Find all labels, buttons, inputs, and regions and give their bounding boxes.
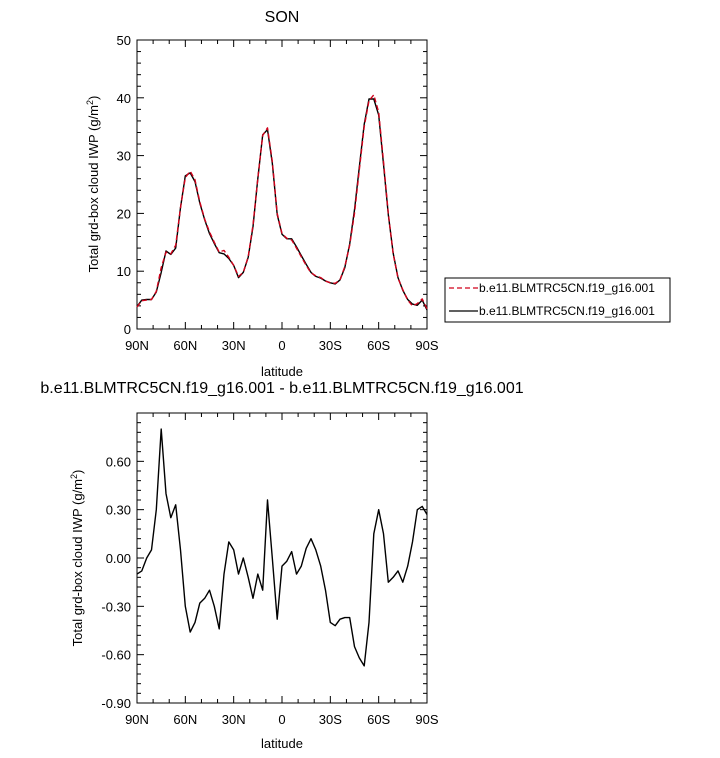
top-plot-frame <box>136 39 428 330</box>
top-legend: b.e11.BLMTRC5CN.f19_g16.001 b.e11.BLMTRC… <box>444 277 671 323</box>
top-x-tick-label: 90S <box>415 338 438 353</box>
bottom-y-tick-label: -0.30 <box>101 599 131 614</box>
bottom-y-tick-label: -0.90 <box>101 696 131 711</box>
top-y-tick-label: 40 <box>117 91 131 106</box>
bottom-series-line-1 <box>136 428 428 667</box>
top-y-tick-label: 10 <box>117 264 131 279</box>
bottom-y-tick-label: 0.00 <box>106 551 131 566</box>
top-y-tick-label: 50 <box>117 33 131 48</box>
bottom-y-label-sup: 2 <box>69 474 79 479</box>
bottom-x-tick-label: 60N <box>173 712 197 727</box>
bottom-chart-title: b.e11.BLMTRC5CN.f19_g16.001 - b.e11.BLMT… <box>40 380 523 397</box>
top-x-tick-label: 60S <box>367 338 390 353</box>
top-chart: SON 0 10 20 30 40 50 90N 60N 30N 0 30S 60S 90S lati… <box>85 9 671 379</box>
bottom-x-tick-label: 90S <box>415 712 438 727</box>
top-y-tick-label: 20 <box>117 206 131 221</box>
top-y-tick-label: 0 <box>124 322 131 337</box>
bottom-y-tick-label: 0.60 <box>106 454 131 469</box>
legend-frame <box>444 277 671 323</box>
top-x-tick-label: 0 <box>278 338 285 353</box>
bottom-y-tick-label: -0.60 <box>101 648 131 663</box>
bottom-y-label-close: ) <box>70 470 85 474</box>
top-x-tick-label: 30S <box>319 338 342 353</box>
top-series-line-1 <box>136 94 428 310</box>
top-y-label-main: Total grd-box cloud IWP (g/m <box>86 105 101 272</box>
bottom-x-tick-label: 60S <box>367 712 390 727</box>
top-x-tick-label: 60N <box>173 338 197 353</box>
top-y-label-sup: 2 <box>85 100 95 105</box>
top-chart-title: SON <box>265 9 300 26</box>
bottom-y-label-main: Total grd-box cloud IWP (g/m <box>70 479 85 646</box>
bottom-y-tick-label: 0.30 <box>106 503 131 518</box>
top-x-axis-label: latitude <box>261 364 303 379</box>
top-y-tick-label: 30 <box>117 149 131 164</box>
legend-label-series-1: b.e11.BLMTRC5CN.f19_g16.001 <box>479 281 655 295</box>
bottom-y-axis-label: Total grd-box cloud IWP (g/m2) <box>69 470 85 647</box>
bottom-x-tick-label: 0 <box>278 712 285 727</box>
top-y-axis: 0 10 20 30 40 50 <box>117 33 427 337</box>
top-y-label-close: ) <box>86 96 101 100</box>
bottom-y-axis: -0.90 -0.60 -0.30 0.00 0.30 0.60 <box>101 412 427 711</box>
top-x-tick-label: 90N <box>125 338 149 353</box>
bottom-x-axis-label: latitude <box>261 736 303 751</box>
bottom-series-group <box>136 428 428 667</box>
bottom-x-tick-label: 90N <box>125 712 149 727</box>
top-y-axis-label: Total grd-box cloud IWP (g/m2) <box>85 96 101 273</box>
legend-label-series-2: b.e11.BLMTRC5CN.f19_g16.001 <box>479 304 655 318</box>
bottom-chart: b.e11.BLMTRC5CN.f19_g16.001 - b.e11.BLMT… <box>40 380 523 751</box>
top-x-tick-label: 30N <box>222 338 246 353</box>
bottom-x-tick-label: 30S <box>319 712 342 727</box>
top-series-group <box>136 94 428 311</box>
bottom-x-axis: 90N 60N 30N 0 30S 60S 90S <box>125 413 439 727</box>
bottom-x-tick-label: 30N <box>222 712 246 727</box>
top-x-axis: 90N 60N 30N 0 30S 60S 90S <box>125 40 439 353</box>
